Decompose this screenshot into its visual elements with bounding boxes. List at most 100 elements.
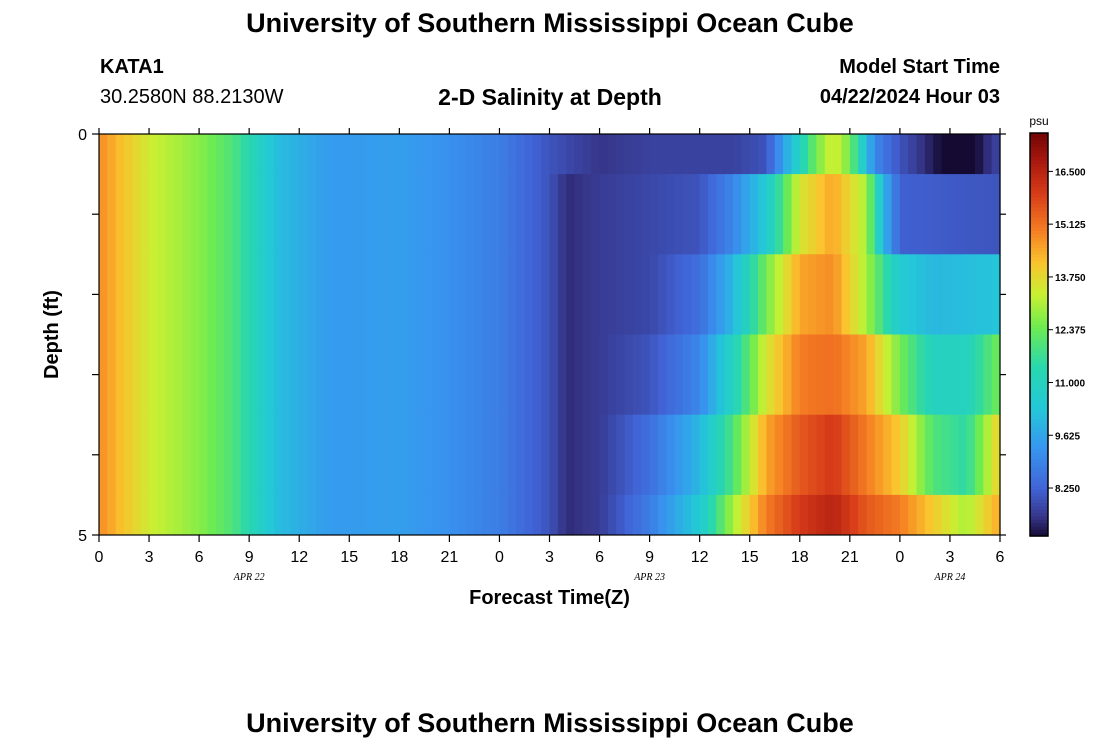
colorbar-cell (1030, 139, 1048, 144)
x-axis-label: Forecast Time(Z) (469, 587, 630, 609)
heatmap-cell (265, 414, 275, 496)
heatmap-cell (741, 414, 751, 496)
heatmap-cell (774, 254, 784, 335)
heatmap-cell (549, 174, 559, 255)
heatmap-cell (783, 334, 793, 416)
colorbar-cell (1030, 156, 1048, 161)
heatmap-cell (190, 334, 200, 416)
colorbar-cell (1030, 529, 1048, 534)
heatmap-cell (149, 334, 158, 416)
heatmap-cell (224, 254, 234, 335)
heatmap-cell (958, 334, 968, 416)
heatmap-cell (240, 494, 250, 536)
colorbar-cell (1030, 300, 1048, 305)
heatmap-cell (966, 254, 976, 335)
colorbar-cell (1030, 163, 1048, 168)
colorbar-cell (1030, 344, 1048, 349)
heatmap-cell (958, 174, 968, 255)
heatmap-cell (841, 414, 851, 496)
heatmap-cell (207, 254, 217, 335)
heatmap-cell (774, 334, 784, 416)
heatmap-cell (941, 174, 951, 255)
heatmap-cell (641, 494, 651, 536)
colorbar-cell (1030, 408, 1048, 413)
heatmap-cell (165, 134, 175, 175)
heatmap-cell (382, 174, 392, 255)
heatmap-cell (616, 254, 626, 335)
heatmap-cell (858, 174, 868, 255)
heatmap-cell (933, 334, 943, 416)
heatmap-cell (374, 174, 384, 255)
heatmap-cell (232, 134, 242, 175)
heatmap-cell (549, 134, 559, 175)
heatmap-cell (649, 134, 659, 175)
heatmap-cell (482, 134, 492, 175)
heatmap-cell (799, 254, 809, 335)
heatmap-cell (157, 174, 167, 255)
heatmap-cell (833, 134, 843, 175)
heatmap-cell (791, 494, 801, 536)
heatmap-cell (708, 414, 717, 496)
colorbar-cell (1030, 287, 1048, 292)
heatmap-cell (107, 134, 117, 175)
heatmap-cell (616, 334, 626, 416)
x-tick-label: 21 (440, 549, 458, 566)
heatmap-cell (699, 494, 709, 536)
heatmap-cell (733, 174, 742, 255)
heatmap-cell (924, 334, 934, 416)
colorbar-cell (1030, 203, 1048, 208)
heatmap-cell (157, 254, 167, 335)
heatmap-cell (983, 134, 993, 175)
heatmap-cell (499, 174, 509, 255)
colorbar-cell (1030, 499, 1048, 504)
colorbar-cell (1030, 391, 1048, 396)
heatmap-cell (315, 334, 325, 416)
heatmap-cell (282, 134, 292, 175)
heatmap-cell (691, 174, 701, 255)
heatmap-cell (315, 254, 325, 335)
heatmap-cell (941, 334, 951, 416)
heatmap-cell (966, 334, 976, 416)
heatmap-cell (958, 254, 968, 335)
footer-title: University of Southern Mississippi Ocean… (246, 708, 854, 738)
heatmap-cell (783, 174, 793, 255)
heatmap-cell (340, 414, 350, 496)
heatmap-cell (974, 254, 984, 335)
heatmap-cell (424, 334, 434, 416)
heatmap-cell (716, 334, 726, 416)
date-label: APR 24 (934, 572, 966, 583)
x-tick-label: 12 (290, 549, 308, 566)
heatmap-cell (340, 174, 350, 255)
heatmap-cell (157, 134, 167, 175)
heatmap-cell (724, 494, 734, 536)
heatmap-cell (491, 414, 501, 496)
heatmap-cell (240, 254, 250, 335)
heatmap-cell (249, 334, 259, 416)
colorbar-cell (1030, 227, 1048, 231)
heatmap-cell (99, 414, 108, 496)
x-tick-label: 18 (390, 549, 408, 566)
heatmap-cell (582, 174, 592, 255)
colorbar-cell (1030, 169, 1048, 174)
colorbar-cell (1030, 371, 1048, 376)
heatmap-cell (607, 134, 617, 175)
heatmap-cell (858, 494, 868, 536)
heatmap-cell (816, 134, 826, 175)
colorbar-cell (1030, 364, 1048, 369)
heatmap-cell (199, 494, 209, 536)
heatmap-cell (215, 414, 225, 496)
heatmap-cell (908, 494, 918, 536)
heatmap-cell (324, 494, 334, 536)
colorbar-cell (1030, 186, 1048, 191)
x-tick-label: 9 (645, 549, 654, 566)
heatmap-cell (691, 334, 701, 416)
heatmap-cell (441, 254, 450, 335)
heatmap-cell (682, 254, 692, 335)
heatmap-cell (682, 334, 692, 416)
heatmap-cell (908, 334, 918, 416)
colorbar-cell (1030, 401, 1048, 406)
colorbar-cell (1030, 250, 1048, 255)
colorbar-cell (1030, 465, 1048, 470)
heatmap-cell (457, 334, 467, 416)
heatmap-cell (199, 174, 209, 255)
